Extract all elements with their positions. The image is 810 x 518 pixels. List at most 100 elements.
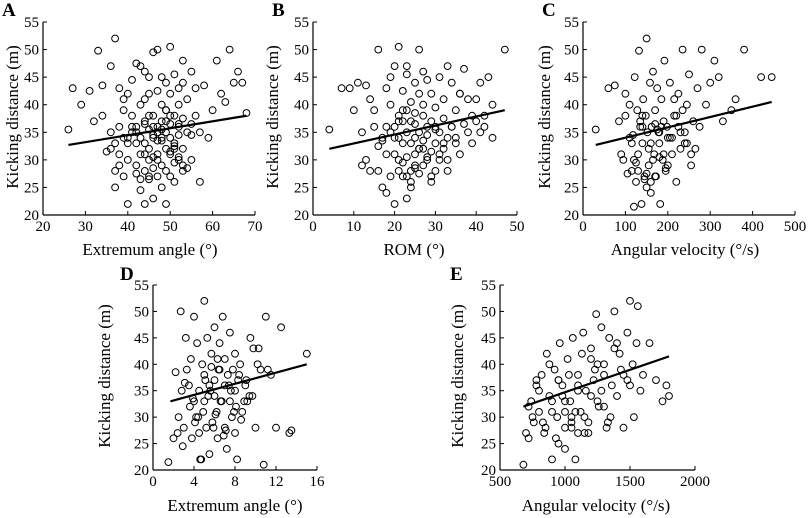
panel-b-data-point <box>500 45 509 54</box>
panel-a-data-point <box>166 147 175 156</box>
panel-c-data-point <box>767 73 776 81</box>
panel-b-data-point <box>358 128 366 137</box>
panel-b-fit-line <box>329 109 505 150</box>
panel-c-ylabel: Kicking distance (m) <box>535 45 554 189</box>
panel-d-data-point <box>209 423 218 432</box>
panel-c-data-point <box>637 200 646 208</box>
panel-d-fit-line <box>170 363 308 403</box>
panel-d-y-tick-label: 20 <box>134 463 149 479</box>
panel-a-data-point <box>115 161 124 170</box>
panel-b-data-point <box>358 161 366 170</box>
panel-a-data-point <box>115 150 124 159</box>
panel-c-data-point <box>695 122 704 131</box>
panel-a-data-point <box>166 172 175 181</box>
panel-b-data-point <box>464 128 472 137</box>
panel-a-data-point <box>136 175 145 184</box>
panel-a-data-point <box>166 111 175 120</box>
panel-b-data-point <box>456 150 464 159</box>
panel-c-data-point <box>635 46 643 55</box>
panel-a-data-point <box>145 156 153 164</box>
panel-d-data-point <box>249 344 258 353</box>
panel-d-data-point <box>208 418 217 427</box>
panel-b-data-point <box>460 120 468 128</box>
panel-c-data-point <box>670 111 679 120</box>
panel-a-data-point <box>111 34 119 43</box>
panel-c-data-point <box>659 117 668 126</box>
panel-e-xlabel: Angular velocity (°/s) <box>522 496 670 515</box>
panel-c-data-point <box>649 156 657 164</box>
panel-e-x-tick-label: 1500 <box>615 474 645 490</box>
panel-b-data-point <box>386 73 395 81</box>
panel-e-data-point <box>528 413 537 422</box>
panel-c-data-point <box>691 144 700 153</box>
panel-c-x-tick-label: 100 <box>614 219 637 235</box>
panel-e-data-point <box>553 413 562 422</box>
panel-b-x-tick-label: 30 <box>428 219 443 235</box>
panel-c-x-tick-label: 300 <box>699 219 722 235</box>
panel-a-x-tick-label: 20 <box>36 219 51 235</box>
panel-c-data-point <box>646 78 654 87</box>
panel-e-data-point <box>597 323 606 332</box>
panel-d-data-point <box>215 339 224 348</box>
panel-e-data-point <box>524 434 533 443</box>
panel-d-data-point <box>179 423 188 432</box>
panel-c-xlabel: Angular velocity (°/s) <box>611 240 759 259</box>
panel-e-data-point <box>630 413 638 422</box>
panel-e-data-point <box>607 381 616 390</box>
panel-a-data-point <box>183 164 192 173</box>
panel-c-x-tick-label: 0 <box>579 219 587 235</box>
panel-b-data-point <box>423 153 432 162</box>
panel-d-data-point <box>207 349 216 358</box>
panel-a-data-point <box>145 175 153 184</box>
panel-a-data-point <box>140 200 149 208</box>
panel-b-data-point <box>398 117 407 126</box>
panel-d-data-point <box>203 334 212 342</box>
panel-d-data-point <box>188 434 196 443</box>
panel-a-data-point <box>85 87 94 95</box>
panel-b-y-tick-label: 50 <box>294 43 309 59</box>
panel-e-data-point <box>571 455 580 464</box>
panel-a-data-point <box>170 158 179 167</box>
panel-c-data-point <box>636 122 645 131</box>
panel-e-x-tick-label: 1000 <box>550 474 580 490</box>
panel-a-data-point <box>123 156 132 164</box>
panel-c-data-point <box>642 183 651 192</box>
panel-b-data-point <box>427 172 436 181</box>
panel-b-data-point <box>423 76 432 84</box>
panel-e-y-tick-label: 30 <box>481 410 496 426</box>
panel-d-data-point <box>216 397 225 406</box>
panel-a-data-point <box>170 142 179 151</box>
panel-d-data-point <box>202 423 211 432</box>
panel-d-data-point <box>214 365 223 374</box>
panel-c-y-tick-label: 20 <box>564 208 579 224</box>
panel-b-y-tick-label: 20 <box>294 208 309 224</box>
panel-b-data-point <box>407 98 415 106</box>
panel-d-data-point <box>287 426 296 435</box>
panel-c-data-point <box>657 95 666 104</box>
panel-e-data-point <box>623 328 632 337</box>
panel-a-data-point <box>200 81 209 90</box>
panel-d-y-tick-label: 45 <box>134 331 149 347</box>
panel-a-fit-line <box>68 114 247 147</box>
panel-d-data-point <box>210 392 219 400</box>
panel-a-data-point <box>64 125 73 134</box>
panel-a-data-point <box>179 114 187 123</box>
panel-e-data-point <box>561 408 569 416</box>
panel-a-data-point <box>174 156 183 164</box>
panel-d-x-tick-label: 12 <box>269 474 284 490</box>
panel-d-y-tick-label: 25 <box>134 437 149 453</box>
panel-a-data-point <box>119 172 128 181</box>
panel-d-data-point <box>182 365 191 374</box>
panel-d-y-tick-label: 35 <box>134 384 149 400</box>
panel-b-data-point <box>476 128 485 137</box>
panel-e-ylabel: Kicking distance (m) <box>448 304 467 448</box>
panel-c-data-point <box>693 84 702 93</box>
panel-e-data-point <box>567 413 576 422</box>
panel-b-y-tick-label: 55 <box>294 15 309 31</box>
panel-d-data-point <box>194 413 203 422</box>
panel-c-data-point <box>670 95 679 104</box>
panel-a-data-point <box>128 128 136 137</box>
panel-a-data-point <box>170 70 179 79</box>
panel-b-data-point <box>402 62 411 70</box>
panel-b-data-point <box>468 139 477 148</box>
